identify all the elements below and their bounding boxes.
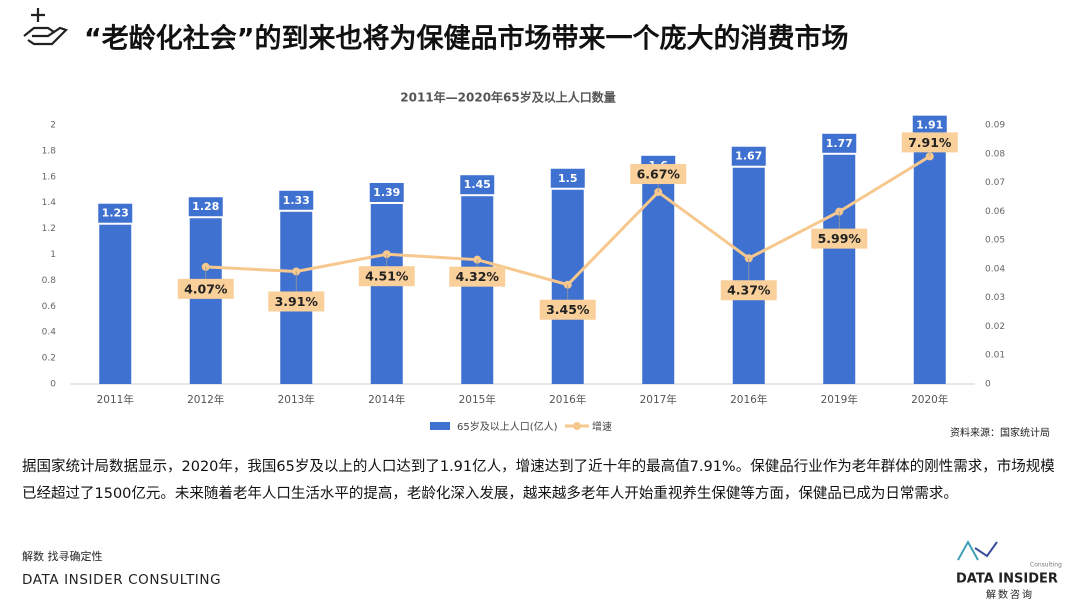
bar-label: 1.5 [558, 172, 578, 185]
line-label-box [539, 299, 596, 320]
x-tick-label: 2016年 [730, 393, 767, 406]
bar [823, 154, 856, 384]
line-label-box [720, 280, 777, 301]
bar [461, 196, 494, 384]
bar-label: 1.23 [102, 207, 129, 220]
legend-swatch [430, 422, 450, 430]
paragraph: 据国家统计局数据显示，2020年，我国65岁及以上的人口达到了1.91亿人，增速… [22, 459, 1055, 502]
x-tick-label: 2014年 [368, 393, 405, 406]
x-tick-label: 2016年 [549, 393, 586, 406]
logo-mark [957, 539, 998, 561]
y-tick-label: 1.8 [42, 146, 57, 156]
line-label-box [811, 228, 868, 249]
icon [23, 8, 69, 46]
chart-title: 2011年—2020年65岁及以上人口数量 [400, 90, 616, 105]
bar-label: 1.45 [464, 178, 491, 191]
line-label: 4.07% [184, 281, 228, 296]
y-tick-label: 1.2 [42, 224, 56, 234]
page-title: “老龄化社会”的到来也将为保健品市场带来一个庞大的消费市场 [84, 23, 849, 55]
y2-tick-label: 0.01 [985, 351, 1005, 361]
y-tick-label: 0.4 [42, 328, 57, 338]
line-label-box [268, 291, 325, 312]
bar-label-box [279, 190, 314, 210]
line-label: 4.32% [456, 269, 500, 284]
bar [189, 218, 222, 384]
line-label-box [177, 278, 234, 299]
bar [370, 203, 403, 384]
y2-tick-label: 0.09 [985, 121, 1005, 131]
bar-label-box [822, 133, 857, 153]
x-tick-label: 2019年 [821, 393, 858, 406]
bar-label: 1.33 [283, 194, 310, 207]
line-label: 3.45% [546, 302, 590, 317]
y-tick-label: 0.2 [42, 354, 56, 364]
bar-label-box [550, 168, 585, 188]
bar-label-box [460, 175, 495, 195]
source: 资料来源：国家统计局 [950, 426, 1050, 439]
line-label: 4.51% [365, 269, 409, 284]
bar [913, 136, 946, 384]
y2-tick-label: 0.02 [985, 322, 1005, 332]
x-tick-label: 2017年 [640, 393, 677, 406]
company: DATA INSIDER CONSULTING [22, 572, 221, 588]
x-tick-label: 2015年 [459, 393, 496, 406]
y2-tick-label: 0.04 [985, 264, 1005, 274]
y-tick-label: 1.4 [42, 198, 57, 208]
line-label: 4.37% [727, 283, 771, 298]
bar-label: 1.91 [916, 119, 943, 132]
y2-tick-label: 0.06 [985, 207, 1005, 217]
y-tick-label: 0 [50, 380, 56, 390]
y-tick-label: 0.6 [42, 302, 57, 312]
x-tick-label: 2013年 [278, 393, 315, 406]
line-label-box [901, 132, 958, 153]
bar [99, 224, 132, 384]
bar-label: 1.77 [826, 137, 853, 150]
logo-sub: Consulting [1030, 562, 1062, 569]
logo-cn: 解数咨询 [986, 588, 1034, 601]
line-label: 5.99% [818, 231, 862, 246]
y-tick-label: 1.6 [42, 172, 57, 182]
bar-label-box [369, 182, 404, 202]
bar-label: 1.28 [192, 200, 219, 213]
y-tick-label: 0.8 [42, 276, 57, 286]
logo: DATA INSIDER [956, 572, 1058, 587]
bar-label-box [188, 197, 223, 217]
line-label-box [449, 266, 506, 287]
legend-swatch [573, 422, 581, 430]
y2-tick-label: 0.08 [985, 149, 1005, 159]
y2-tick-label: 0 [985, 380, 991, 390]
y2-tick-label: 0.05 [985, 236, 1005, 246]
bar [642, 176, 675, 384]
x-tick-label: 2020年 [911, 393, 948, 406]
legend-label: 增速 [592, 420, 612, 433]
y2-tick-label: 0.07 [985, 178, 1005, 188]
bar-label-box [912, 115, 947, 135]
line-label: 7.91% [908, 135, 952, 150]
line-label: 3.91% [275, 294, 319, 309]
bar-label-box [731, 146, 766, 166]
bar-label: 1.67 [735, 150, 762, 163]
line-label: 6.67% [637, 167, 681, 182]
tagline: 解数 找寻确定性 [22, 549, 103, 563]
y2-tick-label: 0.03 [985, 293, 1005, 303]
x-tick-label: 2012年 [187, 393, 224, 406]
legend-label: 65岁及以上人口(亿人) [457, 420, 558, 433]
y-tick-label: 1 [50, 250, 56, 260]
bar-label-box [98, 203, 133, 223]
line-label-box [358, 266, 415, 287]
bar-label: 1.39 [373, 186, 400, 199]
y-tick-label: 2 [50, 121, 56, 131]
line-label-box [630, 164, 687, 185]
x-tick-label: 2011年 [97, 393, 134, 406]
